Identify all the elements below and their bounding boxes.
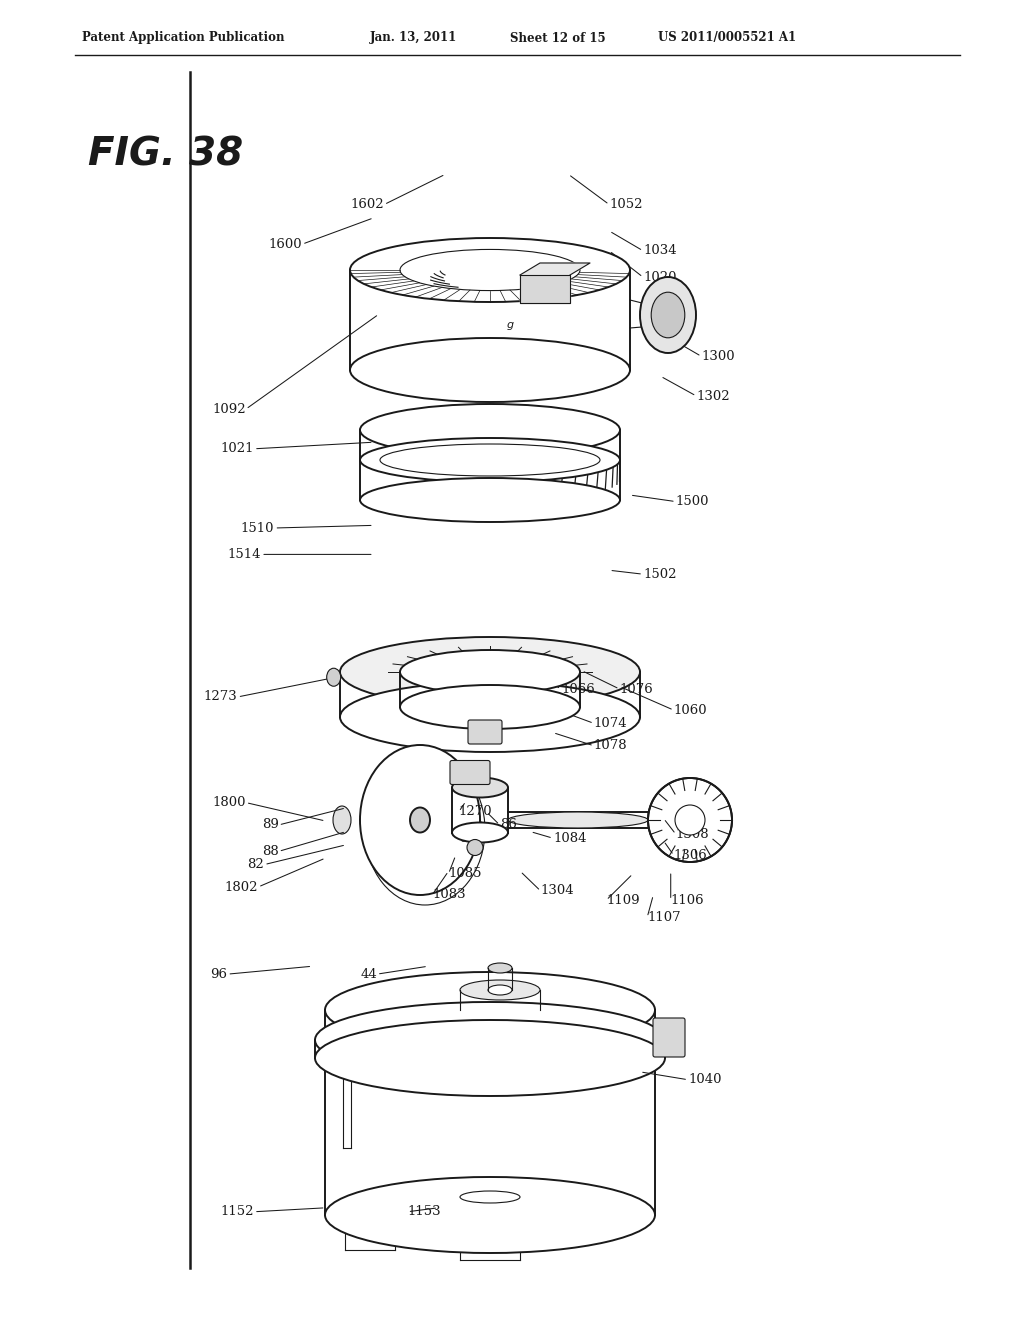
Text: 1308: 1308 [676,828,710,841]
Ellipse shape [360,478,620,521]
Ellipse shape [400,649,580,694]
Text: 1600: 1600 [268,238,302,251]
Text: 1152: 1152 [220,1205,254,1218]
Text: 1306: 1306 [674,849,708,862]
Text: 1802: 1802 [224,880,258,894]
Text: 1078: 1078 [594,739,628,752]
Text: 84: 84 [459,832,475,845]
Text: 1510: 1510 [241,521,274,535]
Ellipse shape [365,755,485,906]
FancyBboxPatch shape [653,1018,685,1057]
Text: 88: 88 [262,845,279,858]
Text: 1084: 1084 [553,832,587,845]
Text: 1040: 1040 [688,1073,722,1086]
Text: 44: 44 [360,968,377,981]
Text: 82: 82 [248,858,264,871]
Text: 1052: 1052 [609,198,643,211]
Polygon shape [520,263,590,275]
Ellipse shape [325,1177,655,1253]
Text: 1106: 1106 [671,894,705,907]
Text: 1109: 1109 [606,894,640,907]
Ellipse shape [325,972,655,1048]
Ellipse shape [488,964,512,973]
Polygon shape [520,275,570,304]
FancyBboxPatch shape [450,760,490,784]
Ellipse shape [488,985,512,995]
Text: 1085: 1085 [449,867,482,880]
Text: FIG. 38: FIG. 38 [88,136,243,174]
Text: 1800: 1800 [212,796,246,809]
Ellipse shape [340,682,640,752]
Text: 1021: 1021 [220,442,254,455]
Text: 1020: 1020 [643,271,677,284]
Text: g: g [507,319,514,330]
Text: 1066: 1066 [561,682,595,696]
Text: 1076: 1076 [620,682,653,696]
Text: 1273: 1273 [204,690,238,704]
Ellipse shape [452,777,508,797]
Text: 1300: 1300 [701,350,735,363]
Ellipse shape [360,744,480,895]
Ellipse shape [675,805,705,836]
Ellipse shape [467,840,483,855]
Text: 96: 96 [210,968,227,981]
Ellipse shape [350,338,630,403]
Ellipse shape [333,807,351,834]
Text: 1270: 1270 [459,805,493,818]
Ellipse shape [400,249,580,290]
Ellipse shape [340,638,640,708]
Ellipse shape [315,1002,665,1078]
Ellipse shape [460,979,540,1001]
Text: Patent Application Publication: Patent Application Publication [82,32,285,45]
Text: 1302: 1302 [696,389,730,403]
Ellipse shape [648,777,732,862]
Text: 1074: 1074 [594,717,628,730]
Text: 1092: 1092 [212,403,246,416]
Ellipse shape [651,292,685,338]
Ellipse shape [640,277,696,352]
Text: Jan. 13, 2011: Jan. 13, 2011 [370,32,458,45]
FancyBboxPatch shape [468,719,502,744]
Text: 1034: 1034 [643,244,677,257]
Text: 1107: 1107 [647,911,681,924]
Ellipse shape [410,808,430,833]
Ellipse shape [360,404,620,455]
Text: 1304: 1304 [541,884,574,898]
Ellipse shape [460,1191,520,1203]
Ellipse shape [315,1020,665,1096]
Ellipse shape [400,685,580,729]
Ellipse shape [350,238,630,302]
Text: 86: 86 [500,818,516,832]
Text: 1500: 1500 [676,495,710,508]
Ellipse shape [508,812,648,828]
Text: 1083: 1083 [432,888,466,902]
Text: 1153: 1153 [408,1205,441,1218]
Text: 1502: 1502 [643,568,677,581]
Ellipse shape [327,668,341,686]
Text: 1060: 1060 [674,704,708,717]
Text: 1514: 1514 [227,548,261,561]
Ellipse shape [380,444,600,477]
Text: 89: 89 [262,818,279,832]
Text: Sheet 12 of 15: Sheet 12 of 15 [510,32,605,45]
Ellipse shape [360,438,620,482]
Text: 1602: 1602 [350,198,384,211]
Text: US 2011/0005521 A1: US 2011/0005521 A1 [658,32,796,45]
Ellipse shape [452,822,508,842]
